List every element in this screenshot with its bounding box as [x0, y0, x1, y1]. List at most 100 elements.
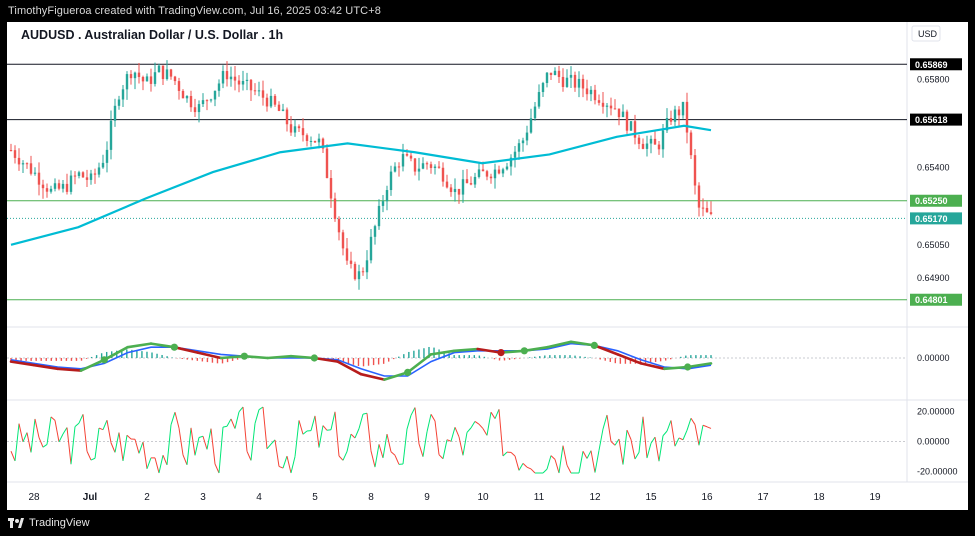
osc-segment	[246, 451, 252, 461]
osc-segment	[250, 423, 256, 461]
date-tick-15: 19	[869, 492, 881, 503]
osc-segment	[198, 435, 204, 438]
macd-line-segment	[336, 360, 363, 376]
candle-body	[253, 90, 257, 92]
osc-segment	[166, 424, 172, 466]
macd-line-segment	[453, 347, 479, 353]
candle-body	[429, 164, 433, 168]
candle-body	[21, 163, 25, 165]
level-tag-3	[910, 293, 962, 306]
candle-body	[345, 248, 349, 261]
osc-segment	[630, 439, 636, 460]
osc-segment	[222, 425, 228, 428]
macd-line-segment	[523, 345, 549, 353]
macd-line-segment	[243, 354, 269, 360]
osc-segment	[434, 420, 440, 455]
candle-body	[361, 271, 365, 273]
candle-body	[697, 185, 701, 208]
candle-body	[313, 140, 317, 143]
level-tag-label-2: 0.65250	[915, 196, 948, 206]
osc-segment	[606, 414, 612, 442]
osc-segment	[318, 425, 324, 448]
currency-badge[interactable]: USD	[911, 25, 941, 42]
date-axis: 28 Jul 2 3 4 5 8 9 10 11 12 15 16 17 18 19	[28, 492, 881, 503]
candle-body	[369, 236, 373, 261]
osc-segment	[94, 427, 100, 459]
candle-body	[681, 101, 685, 116]
candle-body	[229, 76, 233, 80]
candle-body	[137, 72, 141, 77]
macd-cross-dot	[684, 363, 692, 371]
oscillator-panel: 20.00000 0.00000 -20.00000	[7, 407, 958, 477]
osc-segment	[638, 416, 644, 453]
candle-body	[541, 83, 545, 93]
candle-body	[433, 166, 437, 168]
osc-segment	[362, 412, 368, 415]
date-tick-6: 8	[368, 492, 374, 503]
osc-segment	[310, 415, 316, 431]
osc-tick-2: -20.00000	[917, 467, 958, 477]
candle-body	[413, 158, 417, 172]
osc-segment	[286, 455, 292, 474]
candle-body	[197, 104, 201, 113]
candle-body	[465, 179, 469, 184]
osc-segment	[78, 414, 84, 424]
candle-body	[365, 260, 369, 273]
tradingview-footer[interactable]: TradingView	[8, 514, 90, 532]
osc-segment	[686, 418, 692, 431]
candle-body	[289, 124, 293, 133]
chart-title: AUDUSD . Australian Dollar / U.S. Dollar…	[21, 28, 283, 42]
osc-segment	[10, 450, 16, 462]
osc-segment	[554, 459, 560, 474]
candle-body	[125, 74, 129, 90]
candle-body	[589, 89, 593, 95]
candle-body	[377, 205, 381, 227]
candle-body	[245, 79, 249, 82]
osc-segment	[230, 418, 236, 429]
osc-segment	[258, 406, 264, 411]
osc-segment	[658, 435, 664, 462]
candle-body	[349, 260, 353, 264]
osc-segment	[66, 427, 72, 465]
candle-body	[281, 109, 285, 111]
osc-segment	[366, 413, 372, 451]
candle-body	[193, 107, 197, 113]
candle-body	[393, 166, 397, 172]
candle-body	[129, 74, 133, 79]
osc-segment	[182, 454, 188, 465]
osc-segment	[50, 416, 56, 421]
candle-body	[625, 111, 629, 131]
date-tick-5: 5	[312, 492, 318, 503]
candle-body	[493, 169, 497, 179]
candle-body	[513, 151, 517, 158]
date-tick-2: 2	[144, 492, 150, 503]
macd-line-segment	[406, 353, 433, 374]
osc-segment	[218, 427, 224, 474]
candle-body	[121, 89, 125, 100]
macd-zero-label: 0.00000	[917, 353, 950, 363]
osc-segment	[410, 407, 416, 416]
osc-segment	[346, 433, 352, 452]
candle-body	[53, 183, 57, 189]
candle-body	[97, 167, 101, 175]
candle-body	[421, 163, 425, 169]
osc-segment	[358, 413, 364, 429]
candle-body	[157, 65, 161, 73]
candle-body	[185, 96, 189, 99]
candle-body	[285, 109, 289, 125]
candle-body	[81, 172, 85, 178]
macd-line-segment	[313, 356, 339, 363]
candle-body	[85, 177, 89, 180]
osc-segment	[546, 455, 552, 470]
osc-segment	[618, 438, 624, 465]
osc-segment	[530, 468, 536, 474]
osc-segment	[438, 454, 444, 460]
osc-segment	[106, 420, 112, 443]
price-tick-0: 0.65800	[917, 74, 950, 84]
candle-body	[233, 76, 237, 81]
date-tick-12: 16	[701, 492, 713, 503]
candle-body	[217, 83, 221, 91]
osc-segment	[510, 452, 516, 457]
chart-svg[interactable]: 0.65869 0.65618 0.65250 0.64801 0.65170 0.00…	[7, 22, 968, 510]
macd-cross-dot	[100, 356, 108, 364]
